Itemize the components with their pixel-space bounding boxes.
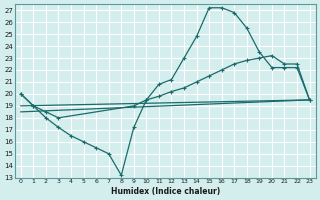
X-axis label: Humidex (Indice chaleur): Humidex (Indice chaleur) xyxy=(111,187,220,196)
